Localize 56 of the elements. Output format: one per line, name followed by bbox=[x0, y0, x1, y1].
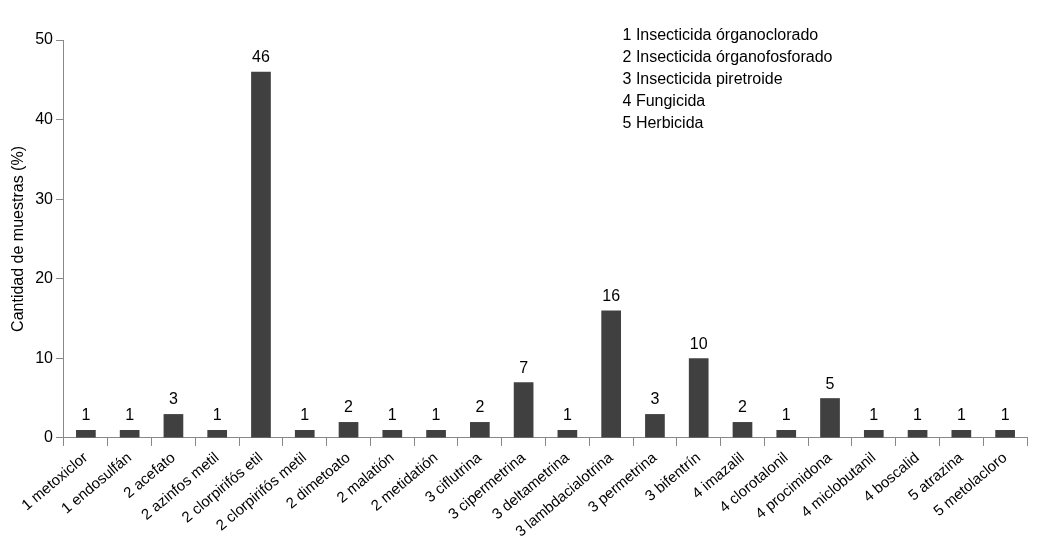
data-label: 1 bbox=[781, 406, 791, 424]
bar bbox=[601, 310, 622, 438]
bar bbox=[688, 358, 709, 438]
bar bbox=[776, 430, 797, 438]
data-label: 1 bbox=[913, 406, 923, 424]
data-label: 46 bbox=[252, 48, 270, 66]
data-label: 3 bbox=[168, 390, 178, 408]
bar bbox=[557, 430, 578, 438]
y-tick-label: 40 bbox=[35, 110, 54, 127]
y-tick-label: 20 bbox=[35, 269, 54, 287]
bar bbox=[251, 71, 271, 438]
y-tick-label: 50 bbox=[35, 30, 54, 48]
data-label: 1 bbox=[300, 406, 310, 424]
bar bbox=[820, 398, 840, 438]
data-label: 1 bbox=[431, 406, 441, 424]
bar bbox=[119, 430, 140, 438]
bar bbox=[426, 430, 446, 438]
data-label: 1 bbox=[956, 406, 966, 424]
bar bbox=[207, 430, 228, 438]
bar bbox=[163, 414, 184, 438]
bar bbox=[382, 430, 403, 438]
data-label: 1 bbox=[387, 406, 397, 424]
y-tick-label: 10 bbox=[35, 348, 54, 366]
bar bbox=[951, 430, 972, 438]
data-label: 2 bbox=[738, 398, 748, 416]
bar bbox=[995, 430, 1015, 438]
bar bbox=[513, 382, 534, 438]
data-label: 1 bbox=[869, 406, 879, 424]
bar bbox=[469, 422, 490, 438]
bar bbox=[907, 430, 928, 438]
bar bbox=[294, 430, 315, 438]
data-label: 2 bbox=[344, 398, 354, 416]
annotation: 1 Insecticida órganoclorado bbox=[622, 26, 819, 44]
annotation: 4 Fungicida bbox=[622, 92, 706, 110]
data-label: 5 bbox=[825, 374, 835, 392]
bar bbox=[338, 422, 359, 438]
bar bbox=[863, 430, 884, 438]
data-label: 1 bbox=[562, 406, 572, 424]
bar bbox=[732, 422, 753, 438]
y-tick-label: 30 bbox=[35, 189, 54, 207]
data-label: 1 bbox=[212, 406, 222, 424]
data-label: 1 bbox=[81, 406, 91, 424]
data-label: 2 bbox=[475, 398, 485, 416]
data-label: 16 bbox=[602, 287, 621, 305]
data-label: 3 bbox=[650, 390, 660, 408]
y-tick-label: 0 bbox=[44, 428, 54, 446]
data-label: 1 bbox=[125, 406, 135, 424]
data-label: 7 bbox=[519, 358, 529, 376]
y-axis-title: Cantidad de muestras (%) bbox=[9, 146, 27, 332]
annotation: 3 Insecticida piretroide bbox=[622, 70, 783, 88]
data-label: 10 bbox=[689, 334, 708, 352]
annotation: 2 Insecticida órganofosforado bbox=[622, 48, 833, 66]
data-label: 1 bbox=[1000, 406, 1010, 424]
annotation: 5 Herbicida bbox=[622, 114, 704, 132]
bar bbox=[76, 430, 96, 438]
bar bbox=[645, 414, 665, 438]
